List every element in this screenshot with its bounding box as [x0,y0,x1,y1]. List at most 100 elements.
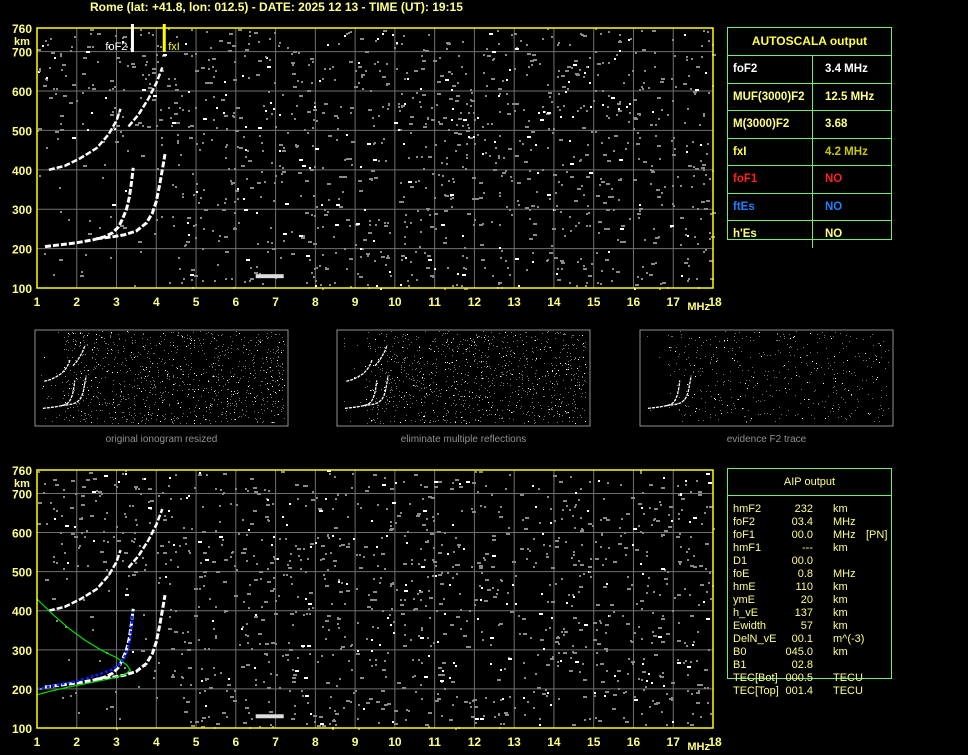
noise-pixel [328,629,330,631]
noise-pixel [487,415,488,416]
noise-pixel [281,471,285,473]
noise-pixel [422,377,423,378]
noise-pixel [433,410,434,411]
noise-pixel [404,78,406,80]
noise-pixel [398,362,399,363]
noise-pixel [291,583,293,585]
noise-pixel [270,383,271,384]
noise-pixel [282,387,283,388]
noise-pixel [471,345,472,346]
noise-pixel [579,366,580,367]
noise-pixel [396,68,398,70]
noise-pixel [411,274,413,276]
noise-pixel [165,563,167,565]
noise-pixel [83,400,84,401]
noise-pixel [690,536,692,538]
noise-pixel [304,485,308,487]
noise-pixel [526,359,527,360]
noise-pixel [533,538,535,540]
noise-pixel [87,129,89,131]
noise-pixel [745,395,746,396]
noise-pixel [234,690,236,692]
noise-pixel [226,690,228,692]
noise-pixel [377,565,379,567]
noise-pixel [501,175,503,177]
noise-pixel [133,422,134,423]
noise-pixel [170,559,172,561]
noise-pixel [859,356,860,357]
noise-pixel [237,393,238,394]
noise-pixel [199,588,201,590]
noise-pixel [461,510,463,512]
noise-pixel [322,226,324,228]
noise-pixel [484,139,486,141]
noise-pixel [117,363,118,364]
noise-pixel [563,348,564,349]
noise-pixel [534,415,535,416]
noise-pixel [601,534,603,536]
noise-pixel [546,260,548,262]
noise-pixel [802,418,803,419]
noise-pixel [242,410,243,411]
noise-pixel [464,420,465,421]
noise-pixel [715,399,716,400]
noise-pixel [568,348,569,349]
noise-pixel [63,398,64,399]
noise-pixel [273,391,274,392]
noise-pixel [182,193,184,195]
noise-pixel [595,558,599,560]
noise-pixel [672,185,674,187]
noise-pixel [306,613,308,615]
noise-pixel [250,373,251,374]
noise-pixel [685,346,686,347]
noise-pixel [524,423,525,424]
noise-pixel [175,610,177,612]
noise-pixel [449,584,451,586]
noise-pixel [164,339,165,340]
noise-pixel [116,57,120,59]
noise-pixel [447,420,448,421]
noise-pixel [620,535,622,537]
noise-pixel [39,70,41,72]
noise-pixel [84,384,85,385]
noise-pixel [570,657,572,659]
noise-pixel [407,404,408,405]
noise-pixel [375,351,376,352]
noise-pixel [219,358,220,359]
noise-pixel [370,346,371,347]
noise-pixel [710,414,711,415]
noise-pixel [143,333,144,334]
noise-pixel [395,410,396,411]
noise-pixel [127,150,129,152]
noise-pixel [243,376,244,377]
noise-pixel [452,178,454,180]
noise-pixel [466,359,467,360]
noise-pixel [231,352,232,353]
noise-pixel [131,540,133,542]
noise-pixel [168,485,170,487]
noise-pixel [566,602,568,604]
noise-pixel [75,692,77,694]
noise-pixel [491,123,493,125]
noise-pixel [208,392,209,393]
noise-pixel [365,70,367,72]
noise-pixel [204,575,206,577]
noise-pixel [690,724,694,726]
noise-pixel [401,259,403,261]
noise-pixel [706,591,708,593]
noise-pixel [307,132,309,134]
noise-pixel [125,473,127,475]
noise-pixel [234,61,236,63]
noise-pixel [571,67,573,69]
noise-pixel [485,339,486,340]
noise-pixel [221,402,222,403]
noise-pixel [843,373,844,374]
thumbnail-trace [44,359,71,382]
noise-pixel [491,332,492,333]
noise-pixel [395,336,396,337]
noise-pixel [173,332,174,333]
noise-pixel [600,546,602,548]
noise-pixel [440,583,444,585]
noise-pixel [148,87,152,89]
noise-pixel [360,402,361,403]
